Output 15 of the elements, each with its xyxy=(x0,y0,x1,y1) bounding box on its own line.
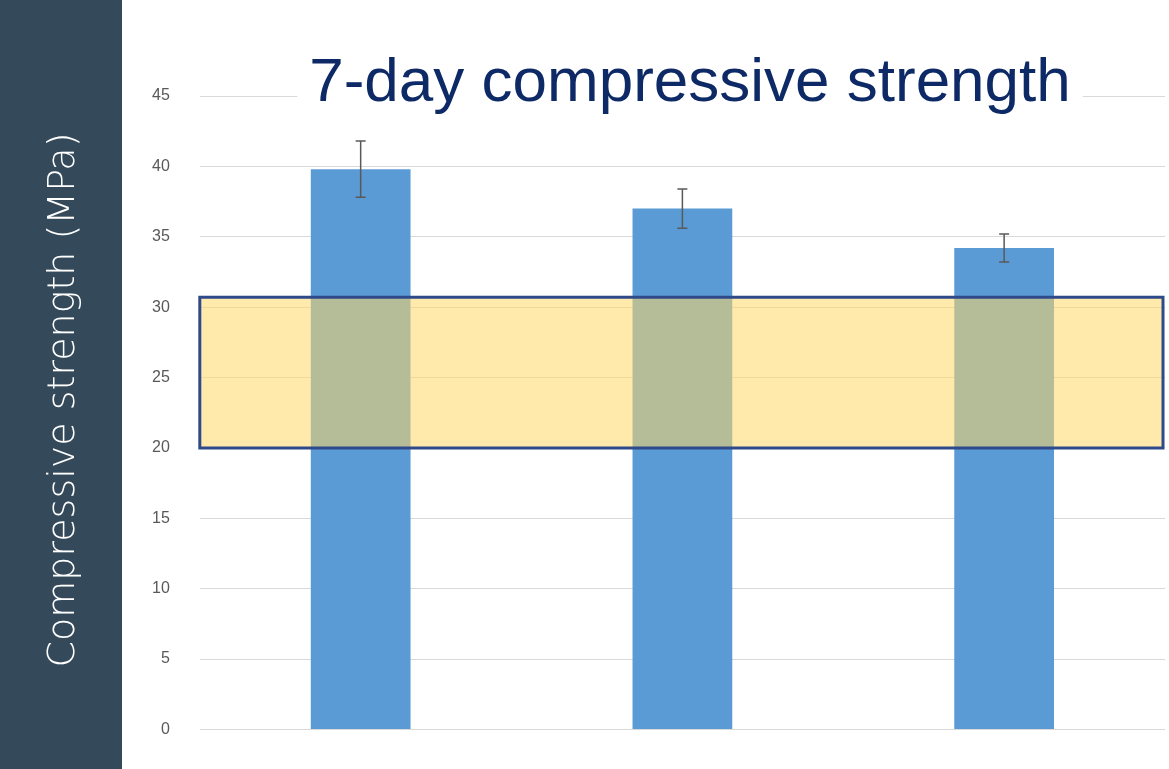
bar xyxy=(954,248,1054,729)
bar xyxy=(310,169,411,729)
y-tick-label: 5 xyxy=(160,649,170,667)
y-tick-label: 35 xyxy=(152,227,170,245)
y-tick-label: 0 xyxy=(160,719,170,737)
y-tick-label: 30 xyxy=(152,297,170,315)
y-tick-label: 10 xyxy=(152,579,170,597)
y-tick-label: 40 xyxy=(152,156,170,174)
y-tick-label: 25 xyxy=(152,367,170,385)
chart-title: 7-day compressive strength xyxy=(309,45,1071,115)
y-tick-label: 15 xyxy=(152,508,170,526)
y-axis-title: Compressive strength (MPa) xyxy=(39,132,83,668)
bar xyxy=(632,208,733,729)
y-tick-label: 20 xyxy=(152,438,170,456)
y-tick-label: 45 xyxy=(152,86,170,104)
